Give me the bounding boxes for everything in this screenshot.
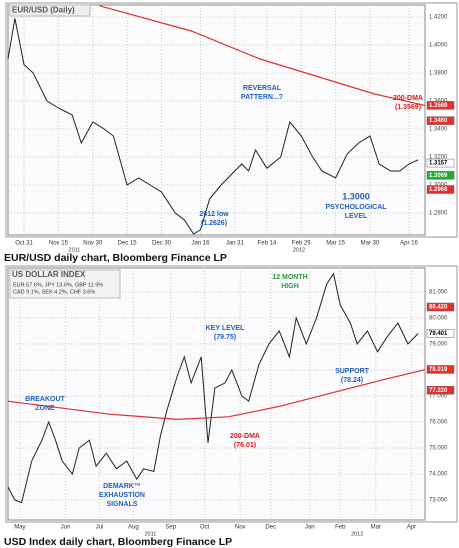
price-label-box — [426, 185, 455, 194]
x-tick-label: Mar 15 — [326, 241, 345, 247]
price-label-box — [426, 101, 455, 110]
series-line — [99, 5, 426, 106]
annotation: REVERSAL — [243, 85, 282, 92]
x-tick-label: Mar 30 — [361, 241, 380, 247]
x-tick-label: Jun — [61, 525, 71, 531]
caption: EUR/USD daily chart, Bloomberg Finance L… — [4, 252, 227, 264]
x-tick-label: Aug — [128, 525, 139, 531]
price-label-box — [426, 385, 455, 395]
price-label: 1.3460 — [429, 118, 448, 124]
annotation: DEMARK™ — [103, 483, 141, 490]
annotation: (76.01) — [234, 442, 256, 449]
x-tick-label: Dec — [265, 525, 276, 531]
y-tick-label: 77.000 — [429, 394, 448, 400]
x-tick-label: May — [14, 525, 25, 531]
annotation: 12 MONTH — [272, 274, 307, 281]
series-line — [7, 369, 426, 421]
price-label: 80.420 — [429, 305, 448, 311]
x-tick-label: Feb 14 — [258, 241, 277, 247]
y-tick-label: 1.4000 — [429, 43, 448, 49]
x-tick-label: Oct 31 — [15, 241, 33, 247]
year-label: 2012 — [293, 247, 305, 253]
annotation: (78.24) — [341, 377, 363, 384]
annotation: (79.75) — [214, 334, 236, 341]
annotation: SUPPORT — [335, 368, 370, 375]
year-label: 2011 — [69, 247, 81, 253]
x-tick-label: Nov 15 — [49, 241, 69, 247]
caption: USD Index daily chart, Bloomberg Finance… — [4, 536, 232, 548]
price-label-box — [426, 116, 455, 125]
year-label: 2011 — [144, 531, 156, 537]
legend-text: CAD 9.1%, SEK 4.2%, CHF 3.6% — [13, 289, 95, 295]
y-tick-label: 75.000 — [429, 446, 448, 452]
y-tick-label: 74.000 — [429, 472, 448, 478]
annotation: EXHAUSTION — [99, 492, 145, 499]
annotation: KEY LEVEL — [206, 325, 245, 332]
annotation: (1.3569) — [395, 104, 421, 111]
y-tick-label: 79.000 — [429, 342, 448, 348]
price-label-box — [426, 158, 455, 168]
y-tick-label: 80.000 — [429, 316, 448, 322]
y-tick-label: 1.3400 — [429, 127, 448, 133]
chart-title: EUR/USD (Daily) — [12, 6, 75, 15]
x-tick-label: Feb 29 — [292, 241, 311, 247]
series-line — [7, 272, 419, 504]
price-label-box — [426, 329, 455, 338]
price-label: 78.019 — [429, 367, 448, 373]
panel-frame — [5, 2, 458, 238]
x-tick-label: Jan — [305, 525, 315, 531]
x-tick-label: Sep — [165, 525, 176, 531]
price-label: 1.2968 — [429, 187, 448, 193]
x-tick-label: Nov 30 — [83, 241, 103, 247]
annotation: LEVEL — [345, 213, 368, 220]
x-tick-label: Nov — [235, 525, 246, 531]
price-label-box — [426, 365, 455, 374]
annotation: 1.3000 — [342, 191, 370, 201]
annotation: 200-DMA — [230, 433, 260, 440]
y-tick-label: 73.000 — [429, 498, 448, 504]
panel-frame — [5, 265, 458, 523]
legend-text: EUR 57.6%, JPY 13.6%, GBP 11.9% — [13, 282, 103, 288]
price-label: 77.220 — [429, 388, 448, 394]
y-tick-label: 1.2800 — [429, 211, 448, 217]
annotation: HIGH — [281, 283, 299, 290]
annotation: 200-DMA — [393, 95, 423, 102]
y-tick-label: 1.3200 — [429, 155, 448, 161]
price-label: 79.401 — [429, 331, 448, 337]
y-tick-label: 1.3800 — [429, 71, 448, 77]
annotation: PATTERN...? — [241, 94, 283, 101]
title-box — [9, 4, 91, 17]
y-tick-label: 81.000 — [429, 290, 448, 296]
plot-area — [7, 4, 426, 236]
x-tick-label: Dec 15 — [118, 241, 138, 247]
annotation: PSYCHOLOGICAL — [325, 204, 387, 211]
annotation: 2012 low — [199, 211, 229, 218]
x-tick-label: Mar — [371, 525, 381, 531]
annotation: SIGNALS — [106, 501, 137, 508]
chart-title: US DOLLAR INDEX — [12, 270, 86, 279]
series-line — [7, 18, 419, 235]
x-tick-label: Feb — [335, 525, 346, 531]
y-tick-label: 1.4200 — [429, 15, 448, 21]
x-tick-label: Jan 16 — [191, 241, 210, 247]
price-label: 1.3069 — [429, 173, 448, 179]
x-tick-label: Jul — [96, 525, 104, 531]
legend-box — [9, 269, 121, 299]
x-tick-label: Dec 30 — [152, 241, 172, 247]
price-label: 1.3569 — [429, 103, 448, 109]
x-tick-label: Apr — [407, 525, 416, 531]
annotation: BREAKOUT — [25, 396, 65, 403]
price-label-box — [426, 302, 455, 312]
annotation: (1.2626) — [201, 220, 227, 227]
x-tick-label: Jan 31 — [226, 241, 245, 247]
year-label: 2012 — [351, 531, 363, 537]
price-label-box — [426, 171, 455, 180]
x-tick-label: Oct — [200, 525, 210, 531]
x-tick-label: Apr 16 — [400, 241, 418, 247]
y-tick-label: 76.000 — [429, 420, 448, 426]
price-label: 1.3157 — [429, 161, 448, 167]
plot-area — [7, 267, 426, 521]
annotation: ZONE — [35, 405, 55, 412]
